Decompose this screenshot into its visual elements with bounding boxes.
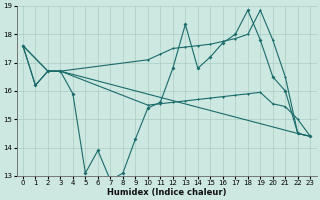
X-axis label: Humidex (Indice chaleur): Humidex (Indice chaleur): [107, 188, 226, 197]
